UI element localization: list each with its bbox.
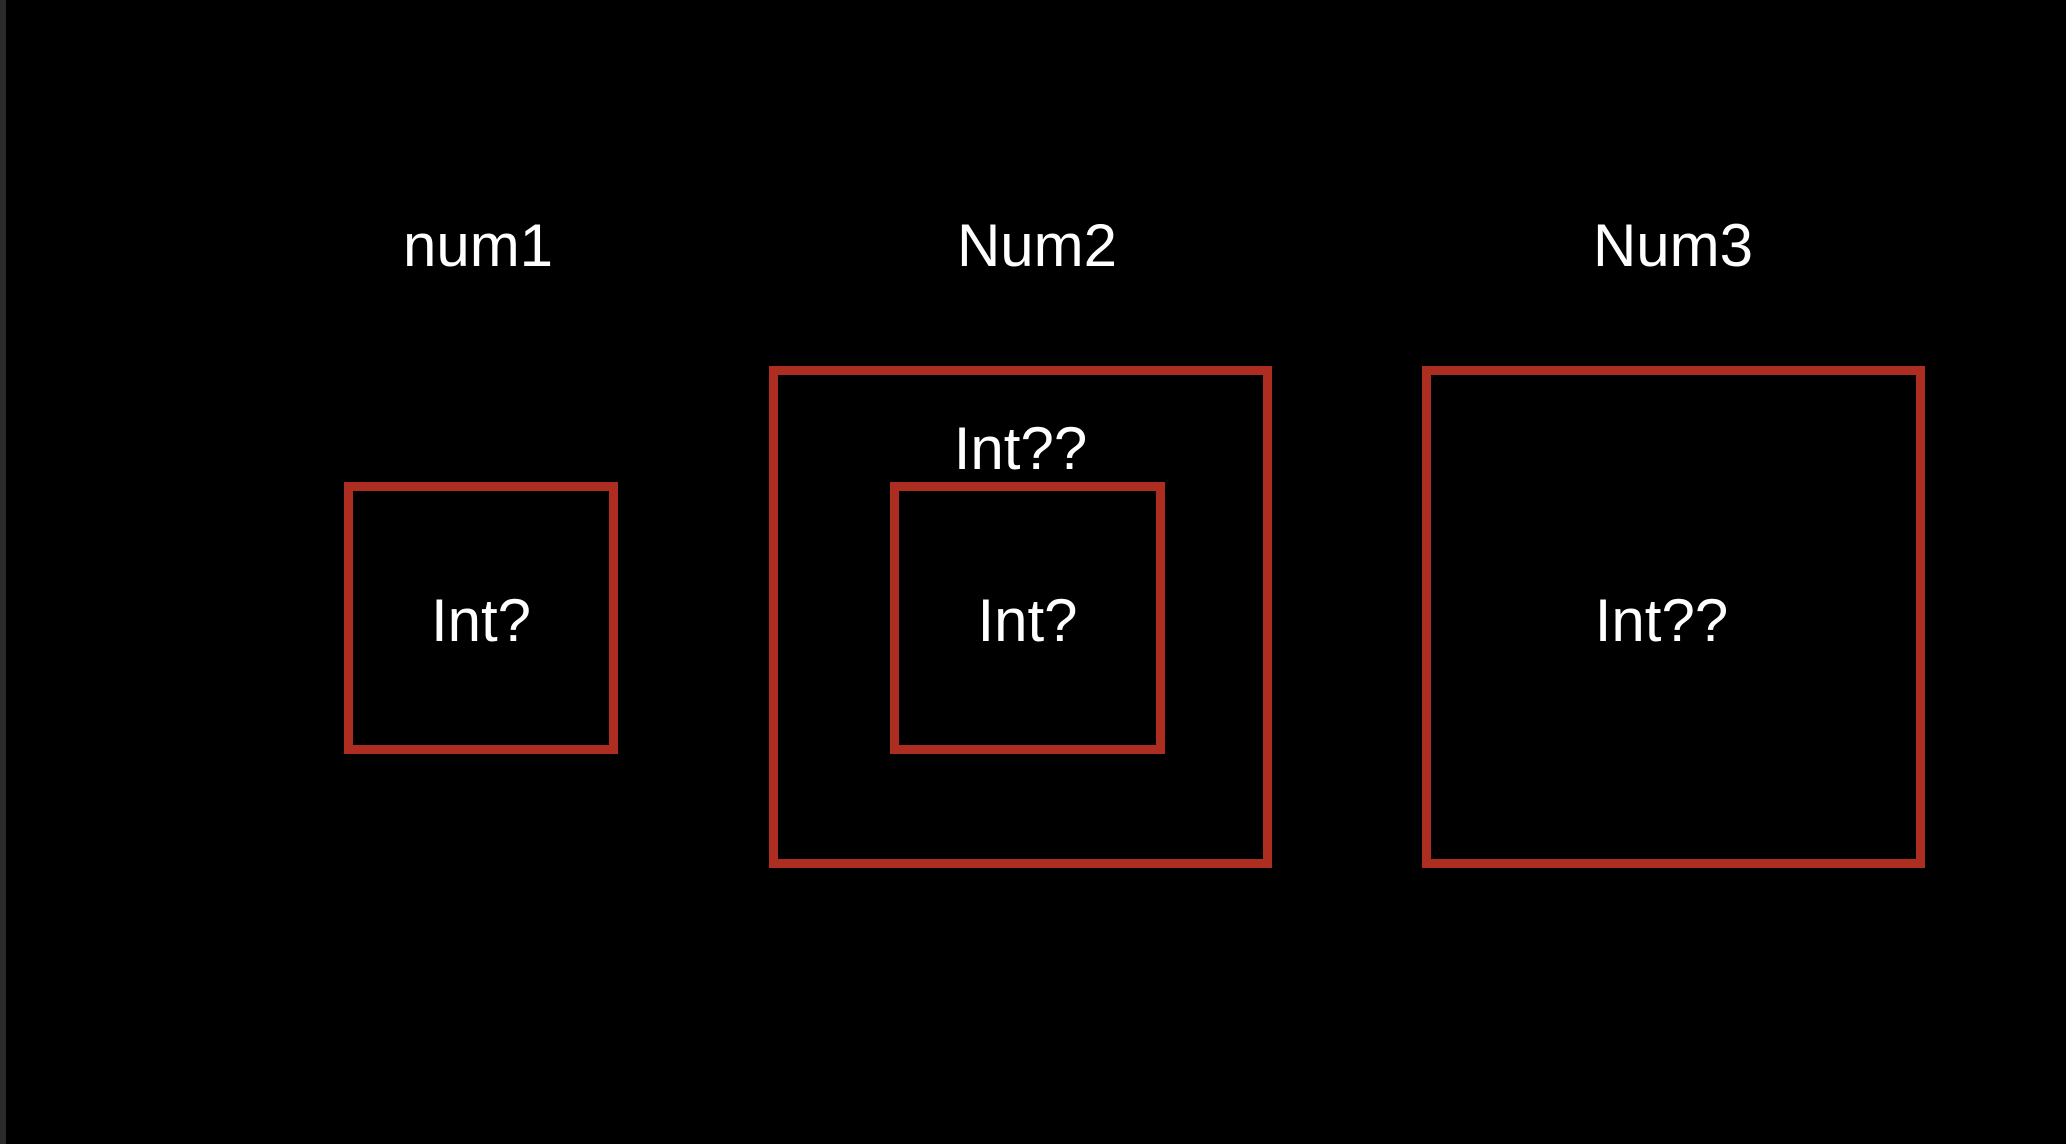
num1-title: num1 [402, 212, 554, 279]
num2-title: Num2 [956, 212, 1118, 279]
window-left-edge [0, 0, 6, 1144]
num1-box: Int? [344, 482, 618, 754]
num3-box: Int?? [1422, 366, 1925, 868]
num1-box-label: Int? [430, 587, 532, 654]
num3-box-label: Int?? [1594, 587, 1729, 654]
num2-inner-box-label: Int? [977, 587, 1078, 654]
num2-outer-box: Int?? Int? [769, 366, 1272, 868]
num2-outer-box-label: Int?? [953, 415, 1088, 482]
num3-title: Num3 [1592, 212, 1754, 279]
num2-inner-box: Int? [890, 482, 1165, 754]
